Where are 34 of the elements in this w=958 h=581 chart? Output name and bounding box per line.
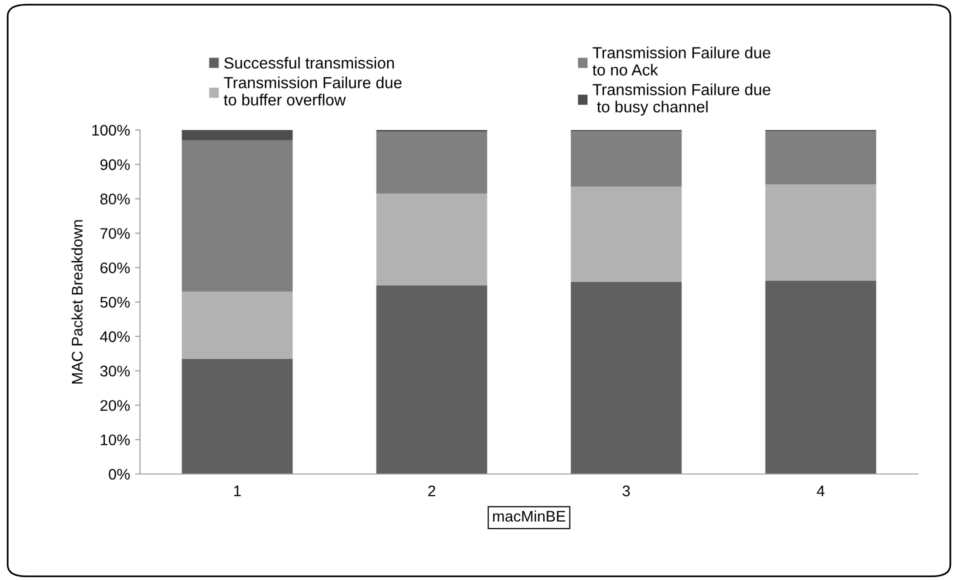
bar <box>765 131 876 184</box>
y-tick-label: 40% <box>100 331 130 342</box>
bar <box>570 282 682 474</box>
bar <box>182 292 293 359</box>
legend-label: Transmission Failure due to busy channel <box>592 84 770 116</box>
x-tick-label: 3 <box>622 486 630 496</box>
y-axis-title: MAC Packet Breakdown <box>71 220 83 384</box>
y-tick-label: 60% <box>100 262 130 274</box>
y-tick-label: 0% <box>108 468 130 480</box>
bar <box>182 140 293 292</box>
x-tick-label: 1 <box>234 486 241 496</box>
y-tick-label: 20% <box>100 400 130 411</box>
y-tick-label: 90% <box>100 159 130 170</box>
legend-label: Transmission Failure due to buffer overflow <box>224 76 402 106</box>
bar <box>376 132 488 194</box>
y-tick-label: 80% <box>100 194 130 204</box>
y-tick-label: 100% <box>92 124 130 136</box>
bar <box>182 130 293 140</box>
x-tick-label: 4 <box>816 486 825 496</box>
bar <box>570 131 682 187</box>
y-tick-label: 70% <box>100 228 130 239</box>
bar <box>376 194 488 286</box>
bar <box>765 280 876 474</box>
legend-label: Transmission Failure due to no Ack <box>592 46 770 76</box>
bar <box>376 285 488 474</box>
legend-label: Successful transmission <box>224 56 394 69</box>
y-tick-label: 50% <box>100 296 130 308</box>
y-tick-label: 30% <box>100 366 130 376</box>
bar <box>570 186 682 282</box>
bar <box>182 358 293 474</box>
y-tick-label: 10% <box>100 434 130 446</box>
x-tick-label: 2 <box>428 486 436 496</box>
x-axis-title: macMinBE <box>493 510 566 522</box>
bar <box>765 184 876 281</box>
